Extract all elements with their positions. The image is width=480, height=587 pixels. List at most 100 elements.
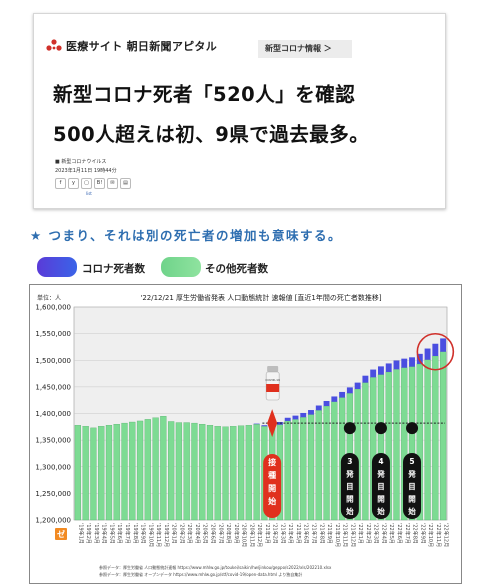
bar-other-deaths (168, 421, 175, 521)
bar-covid-deaths (284, 417, 291, 421)
bar-other-deaths (416, 363, 423, 521)
caption: ★ つまり、それは別の死亡者の増加も意味する。 (30, 228, 343, 243)
x-tick-label: '21年1月 (264, 523, 271, 544)
bar-other-deaths (401, 367, 408, 521)
dose-marker-dot (406, 422, 419, 435)
bar-other-deaths (136, 420, 144, 521)
x-tick-label: '19年1月 (77, 523, 84, 544)
bookmark-share-icon[interactable]: ▢ (81, 178, 92, 189)
x-tick-label: '20年12月 (256, 523, 263, 547)
y-tick-label: 1,250,000 (35, 490, 71, 498)
bar-covid-deaths (331, 396, 338, 402)
x-tick-label: '21年2月 (272, 523, 279, 544)
bar-other-deaths (199, 423, 206, 521)
chart-title: '22/12/21 厚生労働省発表 人口動態統計 速報値 [直近1年間の死亡者数… (140, 293, 381, 302)
x-tick-label: '22年11月 (435, 523, 442, 547)
bar-other-deaths (144, 419, 151, 521)
bar-other-deaths (113, 423, 120, 521)
x-tick-label: '22年8月 (412, 523, 419, 544)
dose-label: 3 発目開始 (345, 457, 354, 516)
x-tick-label: '22年6月 (396, 523, 403, 544)
x-tick-label: '21年8月 (318, 523, 325, 544)
bar-other-deaths (331, 401, 338, 521)
y-tick-label: 1,500,000 (35, 357, 71, 365)
bar-covid-deaths (393, 360, 400, 370)
y-tick-label: 1,300,000 (35, 463, 71, 471)
source-note-1: 参照データ：厚生労働省 人口動態統計速報 https://www.mhlw.go… (99, 564, 332, 570)
bar-other-deaths (175, 422, 183, 521)
bar-other-deaths (74, 425, 81, 521)
category-tag[interactable]: 新型コロナ情報 ＞ (258, 40, 352, 58)
bar-covid-deaths (440, 338, 447, 352)
x-tick-label: '19年8月 (132, 523, 139, 544)
bar-other-deaths (245, 425, 252, 521)
highlight-circle (416, 332, 455, 371)
bar-other-deaths (424, 359, 431, 521)
bar-other-deaths (237, 425, 245, 521)
bar-other-deaths (98, 426, 105, 521)
brand-name: 医療サイト 朝日新聞アピタル (66, 40, 218, 53)
x-tick-label: '19年12月 (163, 523, 170, 547)
x-tick-label: '22年4月 (380, 523, 387, 544)
x-tick-label: '22年10月 (427, 523, 434, 547)
bar-covid-deaths (346, 387, 353, 394)
corner-badge (55, 528, 67, 540)
headline-line-2: 500人超えは初、9県で過去最多。 (53, 123, 370, 146)
bar-other-deaths (206, 425, 214, 521)
bar-covid-deaths (339, 391, 346, 398)
bar-covid-deaths (409, 357, 415, 367)
y-tick-label: 1,450,000 (35, 383, 71, 391)
x-tick-label: '22年7月 (404, 523, 411, 544)
x-tick-label: '19年10月 (147, 523, 154, 547)
bar-other-deaths (440, 351, 447, 521)
share-count-link[interactable]: list (86, 191, 92, 196)
x-tick-label: '20年11月 (248, 523, 255, 547)
dose-marker-dot (374, 422, 387, 435)
bar-other-deaths (152, 417, 159, 521)
bar-covid-deaths (308, 410, 314, 415)
article-category[interactable]: ■ 新型コロナウイルス (55, 159, 107, 165)
headline-line-1: 新型コロナ死者「520人」を確認 (53, 83, 356, 106)
bar-other-deaths (307, 414, 315, 521)
x-tick-label: '22年1月 (357, 523, 364, 544)
x-tick-label: '22年9月 (419, 523, 426, 544)
y-tick-label: 1,600,000 (35, 304, 71, 312)
x-tick-label: '22年5月 (388, 523, 395, 544)
facebook-share-icon[interactable]: f (55, 178, 66, 189)
x-tick-label: '19年11月 (155, 523, 162, 547)
legend-label-covid: コロナ死者数 (82, 263, 145, 275)
chart-svg: '22/12/21 厚生労働省発表 人口動態統計 速報値 [直近1年間の死亡者数… (29, 284, 462, 584)
bar-other-deaths (82, 426, 89, 521)
dose-marker-dot (343, 422, 356, 435)
print-share-icon[interactable]: ▤ (120, 178, 131, 189)
bar-covid-deaths (416, 353, 423, 364)
vaccination-marker-diamond (267, 409, 278, 438)
x-tick-label: '19年5月 (108, 523, 115, 544)
brand[interactable]: 医療サイト 朝日新聞アピタル (44, 38, 217, 54)
x-tick-label: '20年1月 (171, 523, 178, 544)
bar-covid-deaths (370, 369, 377, 378)
mail-share-icon[interactable]: ✉ (107, 178, 118, 189)
article-date: 2023年1月11日 19時44分 (55, 168, 117, 174)
bar-other-deaths (432, 355, 439, 521)
bar-other-deaths (222, 426, 229, 521)
x-tick-label: '19年7月 (124, 523, 131, 544)
bar-other-deaths (191, 422, 198, 521)
x-tick-label: '20年7月 (217, 523, 224, 544)
x-tick-label: '21年7月 (311, 523, 318, 544)
bar-covid-deaths (362, 375, 369, 383)
x-tick-label: '19年3月 (93, 523, 100, 544)
hatena-share-icon[interactable]: B! (94, 178, 105, 189)
bar-other-deaths (408, 366, 416, 521)
twitter-share-icon[interactable]: y (68, 178, 79, 189)
x-tick-label: '20年3月 (186, 523, 193, 544)
bar-covid-deaths (432, 343, 439, 356)
vaccine-vial-text: COVID-19 (265, 378, 280, 382)
dose-label-pill (371, 453, 390, 519)
source-note-2: 参照データ：厚生労働省 オープンデータ https://www.mhlw.go.… (99, 571, 302, 577)
bar-other-deaths (160, 416, 167, 521)
legend-swatch-covid (37, 257, 77, 277)
bar-covid-deaths (315, 405, 322, 411)
x-tick-label: '21年9月 (326, 523, 333, 544)
x-tick-label: '21年5月 (295, 523, 302, 544)
